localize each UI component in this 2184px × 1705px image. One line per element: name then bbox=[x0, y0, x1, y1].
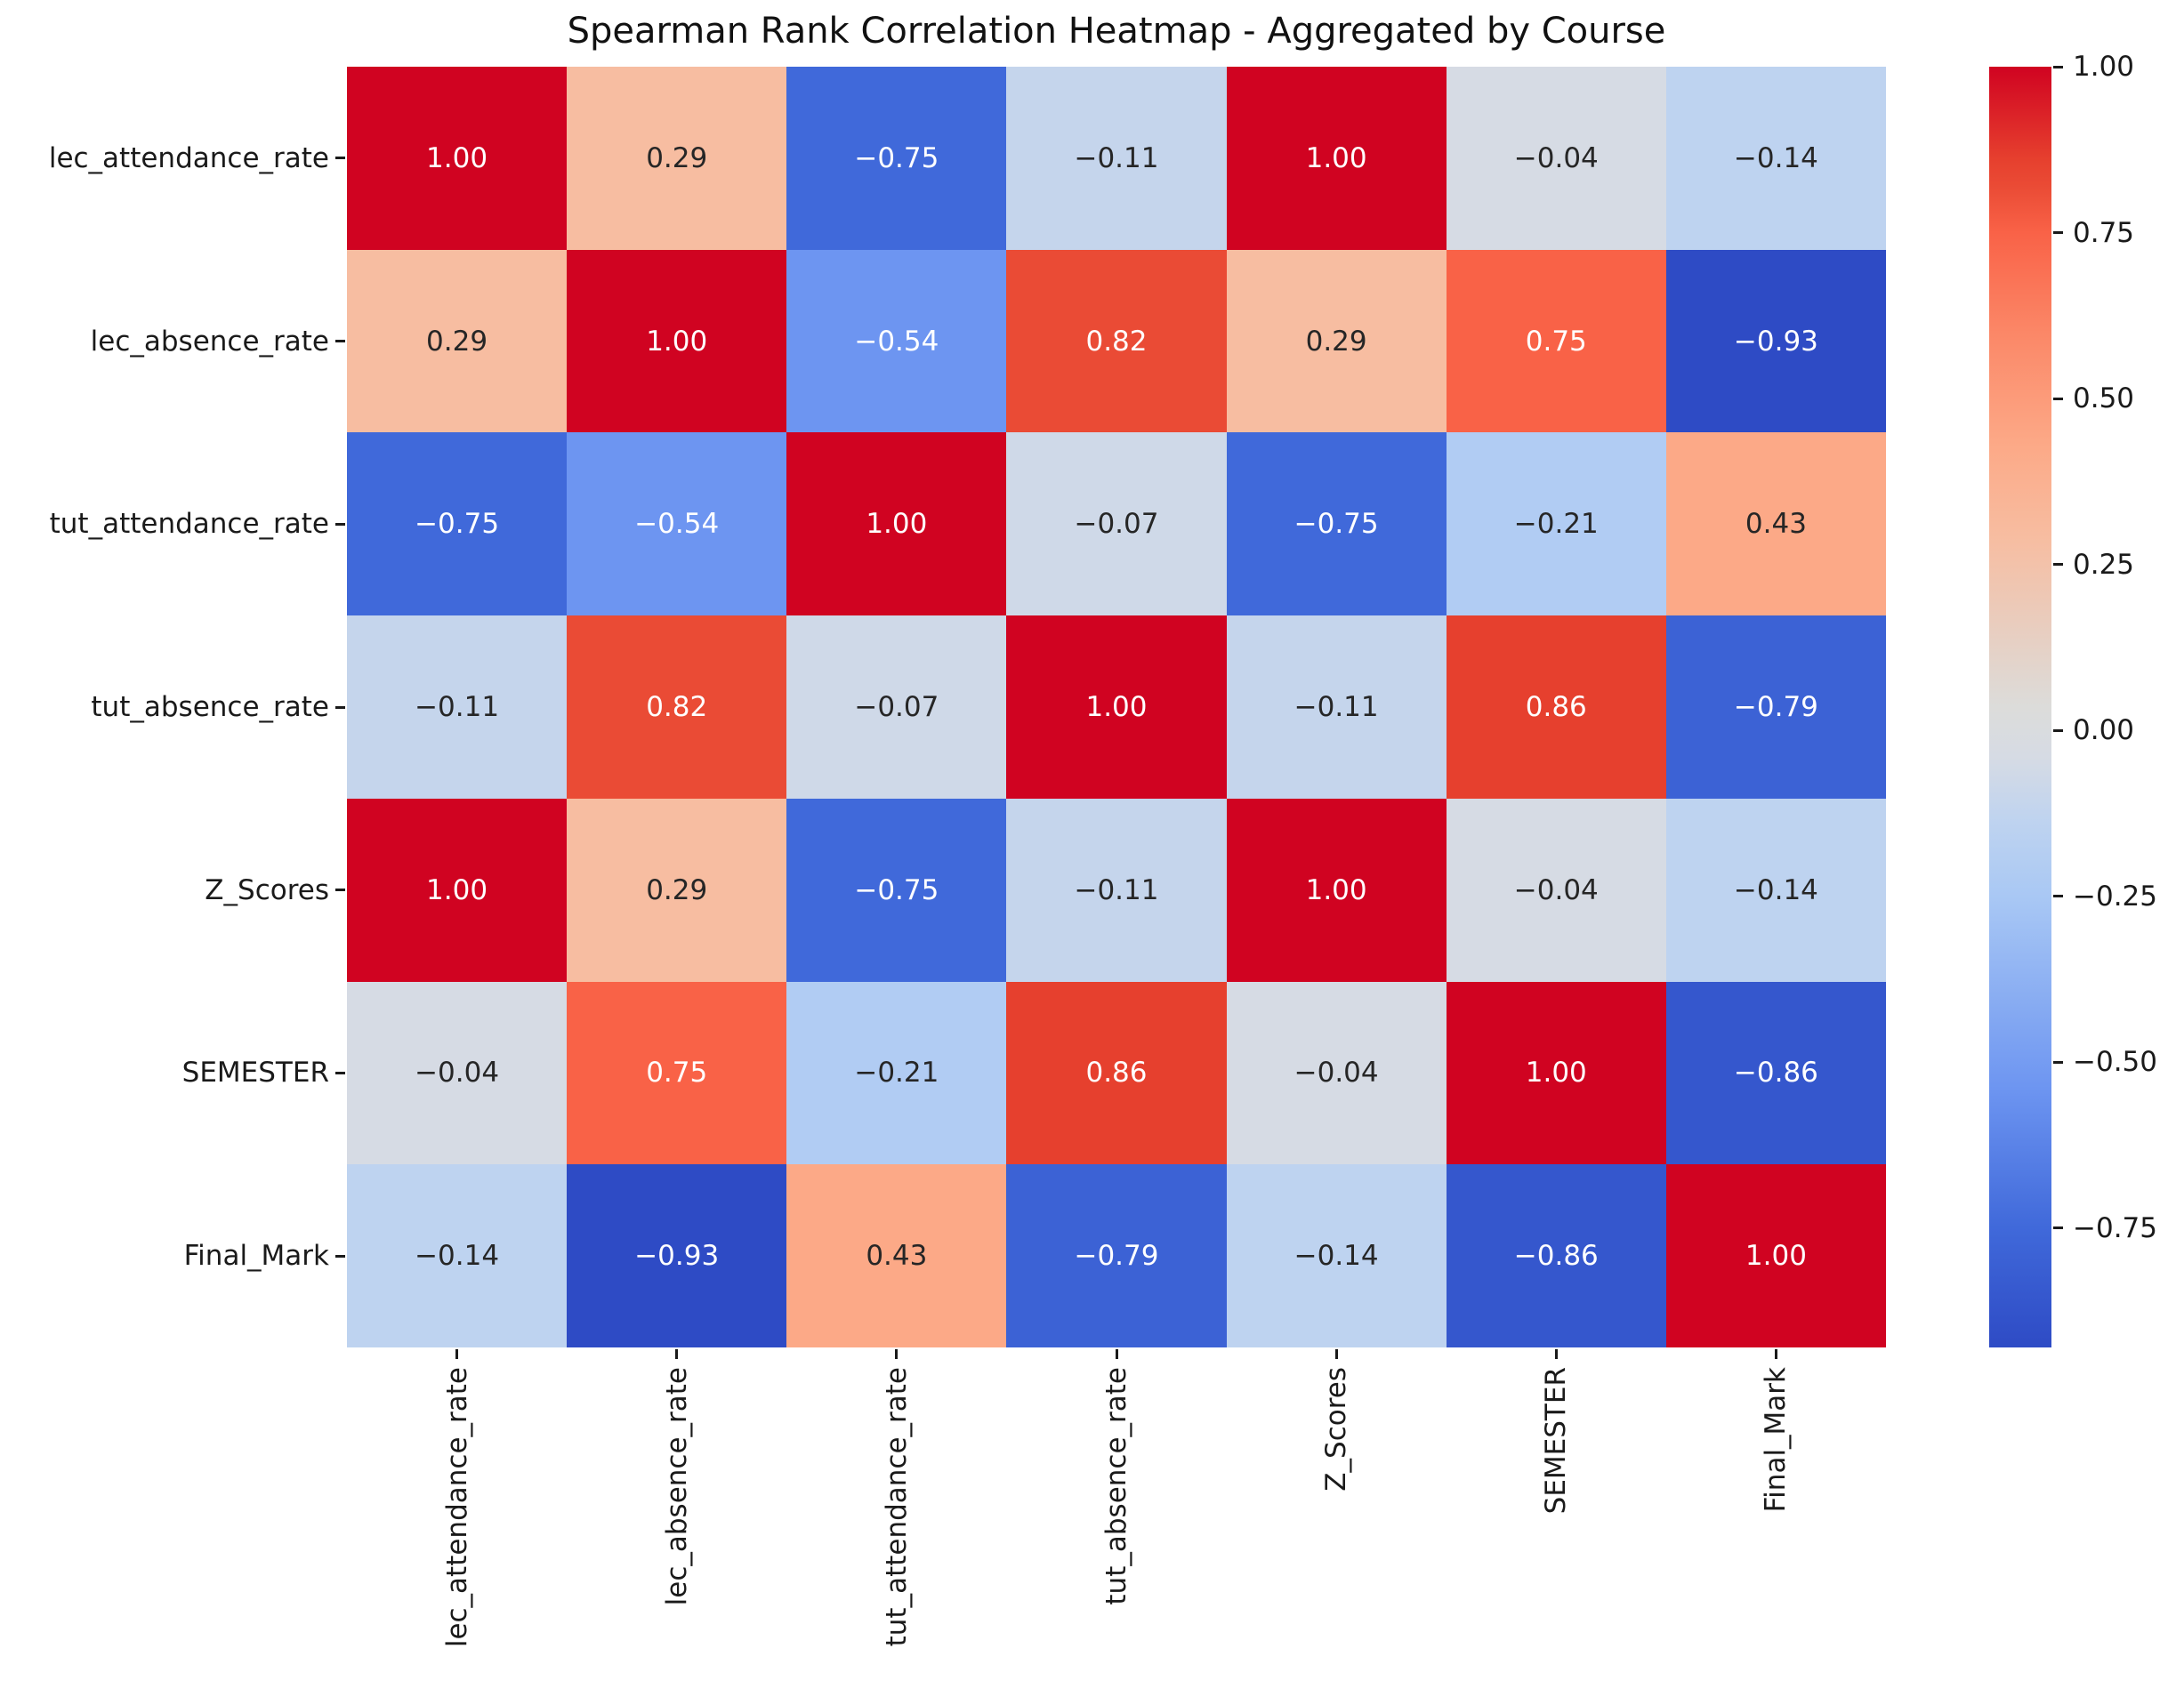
heatmap-cell: −0.04 bbox=[1446, 67, 1666, 250]
colorbar-tick-label: −0.50 bbox=[2073, 1046, 2157, 1079]
x-tick-label: tut_absence_rate bbox=[1100, 1367, 1132, 1605]
heatmap-cell: −0.93 bbox=[567, 1164, 787, 1347]
heatmap-cell: 1.00 bbox=[1006, 615, 1227, 799]
colorbar-tick-mark bbox=[2053, 397, 2063, 400]
y-tick-label: Z_Scores bbox=[205, 873, 329, 906]
x-tick-mark bbox=[1774, 1349, 1777, 1359]
heatmap-cell: −0.54 bbox=[786, 249, 1007, 433]
heatmap-cell: −0.79 bbox=[1006, 1164, 1227, 1347]
colorbar-tick-mark bbox=[2053, 1060, 2063, 1064]
y-tick-mark bbox=[335, 340, 345, 343]
heatmap-cell: −0.11 bbox=[347, 615, 568, 799]
heatmap: 1.00 0.29 −0.75 −0.11 1.00 −0.04 −0.14 0.29 1.00… bbox=[347, 67, 1886, 1347]
heatmap-cell: 1.00 bbox=[1226, 798, 1447, 982]
heatmap-cell: −0.14 bbox=[1665, 67, 1886, 250]
heatmap-cell: 0.82 bbox=[567, 615, 787, 799]
x-tick-label: SEMESTER bbox=[1540, 1367, 1573, 1515]
heatmap-cell: 0.43 bbox=[786, 1164, 1007, 1347]
colorbar-tick-label: −0.25 bbox=[2073, 880, 2157, 913]
heatmap-cell: −0.11 bbox=[1006, 798, 1227, 982]
colorbar-tick-mark bbox=[2053, 895, 2063, 898]
heatmap-cell: 1.00 bbox=[1446, 981, 1666, 1165]
x-tick-label: Final_Mark bbox=[1760, 1367, 1793, 1513]
colorbar-tick-mark bbox=[2053, 65, 2063, 68]
y-tick-mark bbox=[335, 705, 345, 709]
y-tick-label: lec_attendance_rate bbox=[48, 141, 329, 174]
colorbar-gradient bbox=[1989, 67, 2051, 1347]
heatmap-cell: −0.04 bbox=[1226, 981, 1447, 1165]
colorbar-tick-label: 0.50 bbox=[2073, 382, 2135, 415]
heatmap-cell: −0.11 bbox=[1006, 67, 1227, 250]
colorbar-tick-mark bbox=[2053, 563, 2063, 567]
y-tick-mark bbox=[335, 889, 345, 892]
y-tick-label: lec_absence_rate bbox=[90, 325, 329, 358]
heatmap-cell: −0.75 bbox=[1226, 432, 1447, 616]
heatmap-cell: −0.75 bbox=[786, 67, 1007, 250]
heatmap-cell: −0.14 bbox=[1665, 798, 1886, 982]
heatmap-cell: −0.04 bbox=[347, 981, 568, 1165]
colorbar-tick-mark bbox=[2053, 231, 2063, 235]
heatmap-cell: 0.43 bbox=[1665, 432, 1886, 616]
x-tick-label: lec_absence_rate bbox=[660, 1367, 693, 1606]
heatmap-cell: −0.75 bbox=[347, 432, 568, 616]
x-tick-label: tut_attendance_rate bbox=[880, 1367, 913, 1647]
colorbar-tick-label: 1.00 bbox=[2073, 51, 2135, 83]
heatmap-cell: 0.75 bbox=[1446, 249, 1666, 433]
heatmap-cell: −0.21 bbox=[1446, 432, 1666, 616]
x-tick-mark bbox=[895, 1349, 899, 1359]
heatmap-cell: 0.86 bbox=[1006, 981, 1227, 1165]
colorbar-tick-label: 0.75 bbox=[2073, 216, 2135, 249]
heatmap-cell: −0.04 bbox=[1446, 798, 1666, 982]
heatmap-cell: −0.86 bbox=[1665, 981, 1886, 1165]
chart-title: Spearman Rank Correlation Heatmap - Aggr… bbox=[567, 11, 1666, 52]
heatmap-cell: −0.79 bbox=[1665, 615, 1886, 799]
heatmap-cell: −0.07 bbox=[1006, 432, 1227, 616]
heatmap-cell: 0.82 bbox=[1006, 249, 1227, 433]
y-tick-mark bbox=[335, 1254, 345, 1258]
heatmap-cell: 0.29 bbox=[347, 249, 568, 433]
heatmap-cell: 0.29 bbox=[1226, 249, 1447, 433]
colorbar-tick-label: −0.75 bbox=[2073, 1211, 2157, 1244]
heatmap-cell: 0.75 bbox=[567, 981, 787, 1165]
heatmap-cell: 1.00 bbox=[347, 67, 568, 250]
heatmap-cell: −0.54 bbox=[567, 432, 787, 616]
y-tick-label: tut_absence_rate bbox=[91, 691, 329, 723]
heatmap-cell: −0.14 bbox=[347, 1164, 568, 1347]
heatmap-cell: −0.21 bbox=[786, 981, 1007, 1165]
heatmap-cell: 1.00 bbox=[347, 798, 568, 982]
heatmap-cell: −0.86 bbox=[1446, 1164, 1666, 1347]
heatmap-cell: −0.93 bbox=[1665, 249, 1886, 433]
x-tick-mark bbox=[675, 1349, 679, 1359]
x-tick-mark bbox=[1334, 1349, 1338, 1359]
heatmap-cell: 1.00 bbox=[567, 249, 787, 433]
heatmap-cell: −0.07 bbox=[786, 615, 1007, 799]
x-tick-label: lec_attendance_rate bbox=[440, 1367, 473, 1648]
heatmap-cell: 0.86 bbox=[1446, 615, 1666, 799]
colorbar-tick-label: 0.00 bbox=[2073, 714, 2135, 747]
heatmap-cell: 1.00 bbox=[1226, 67, 1447, 250]
y-tick-label: SEMESTER bbox=[181, 1057, 329, 1090]
x-tick-mark bbox=[1115, 1349, 1118, 1359]
y-tick-mark bbox=[335, 157, 345, 160]
colorbar-tick-mark bbox=[2053, 728, 2063, 732]
heatmap-cell: 0.29 bbox=[567, 67, 787, 250]
y-tick-label: Final_Mark bbox=[183, 1240, 329, 1273]
heatmap-cell: 1.00 bbox=[1665, 1164, 1886, 1347]
y-tick-mark bbox=[335, 1071, 345, 1074]
x-tick-mark bbox=[455, 1349, 459, 1359]
y-tick-label: tut_attendance_rate bbox=[49, 508, 329, 541]
x-tick-mark bbox=[1554, 1349, 1558, 1359]
heatmap-cell: 0.29 bbox=[567, 798, 787, 982]
heatmap-cell: 1.00 bbox=[786, 432, 1007, 616]
y-tick-mark bbox=[335, 522, 345, 526]
colorbar-tick-label: 0.25 bbox=[2073, 548, 2135, 581]
heatmap-cell: −0.14 bbox=[1226, 1164, 1447, 1347]
colorbar-tick-mark bbox=[2053, 1226, 2063, 1230]
heatmap-cell: −0.11 bbox=[1226, 615, 1447, 799]
x-tick-label: Z_Scores bbox=[1320, 1367, 1353, 1492]
heatmap-cell: −0.75 bbox=[786, 798, 1007, 982]
